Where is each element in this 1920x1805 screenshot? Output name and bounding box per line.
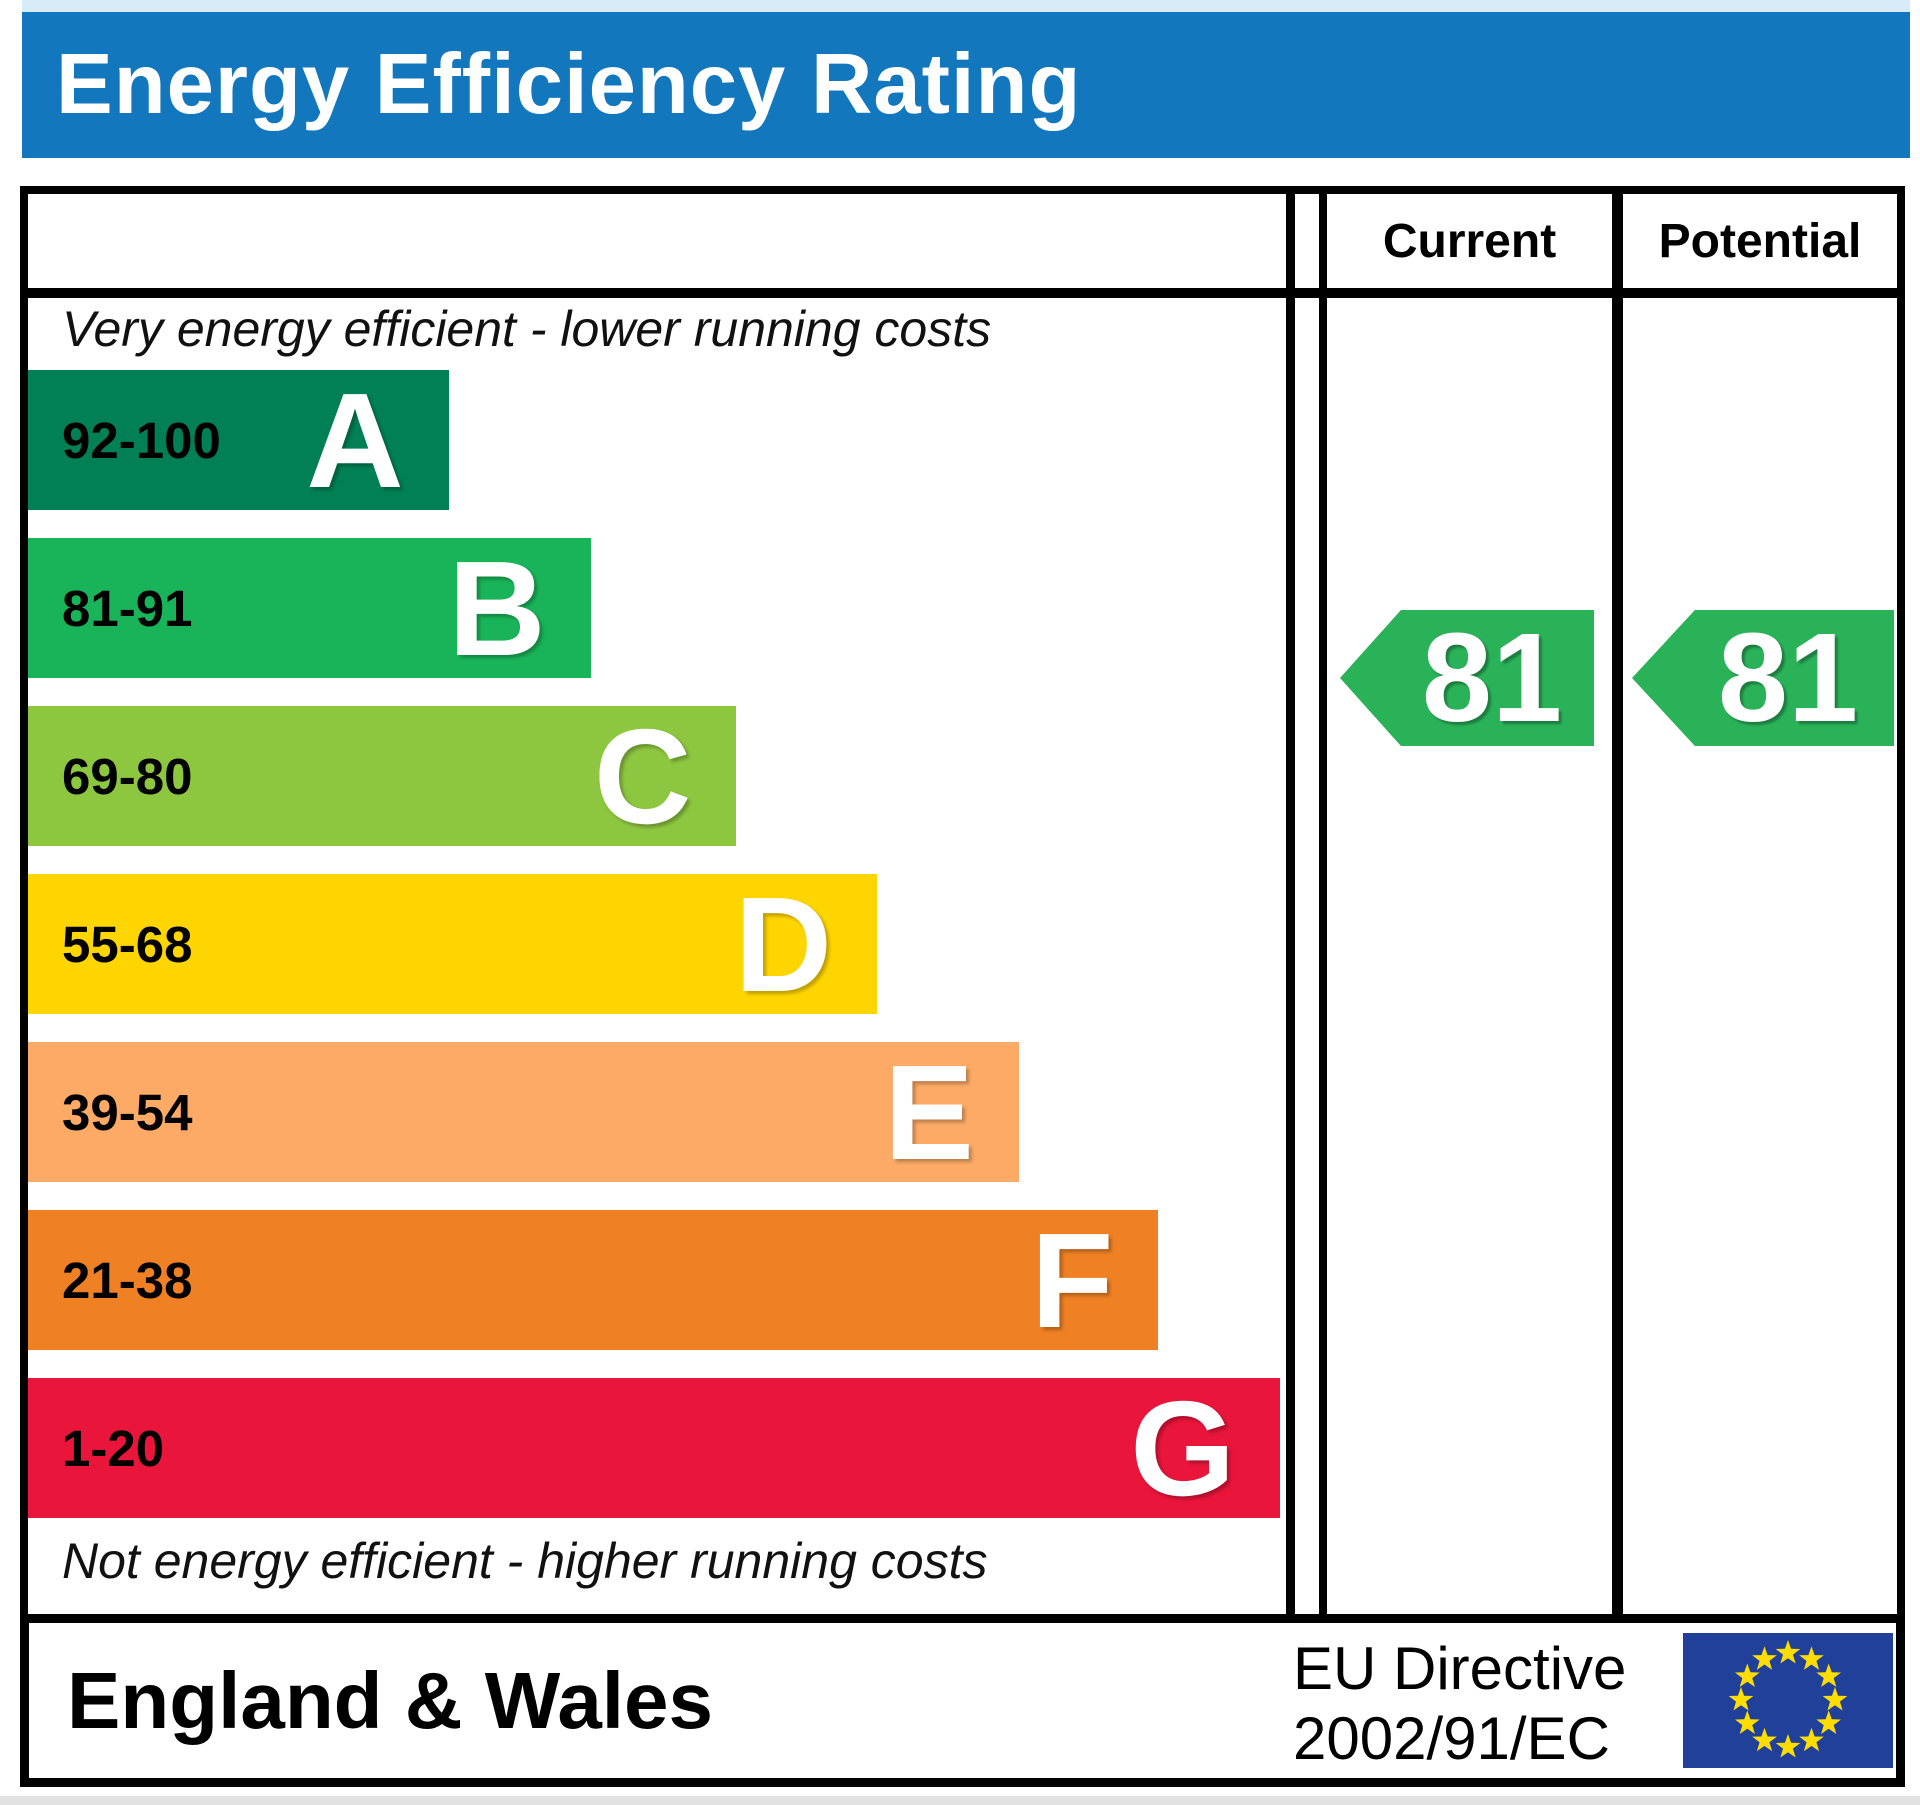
- band-d-range-label: 55-68: [62, 915, 193, 973]
- rating-bands: 92-100 A 81-91 B 69-80 C 55-68 D 39-54 E…: [28, 370, 1284, 1546]
- current-rating-arrow: 81: [1340, 610, 1594, 746]
- band-c-letter: C: [593, 700, 692, 852]
- potential-rating-arrow: 81: [1632, 610, 1894, 746]
- band-b-range-label: 81-91: [62, 579, 193, 637]
- header-row-divider: [28, 288, 1897, 298]
- top-efficiency-note: Very energy efficient - lower running co…: [62, 301, 992, 357]
- eu-flag-icon: [1683, 1633, 1893, 1768]
- band-f-range-label: 21-38: [62, 1251, 193, 1309]
- bottom-efficiency-note: Not energy efficient - higher running co…: [62, 1533, 988, 1589]
- current-rating-value: 81: [1421, 607, 1563, 748]
- eu-directive-line1: EU Directive: [1293, 1635, 1627, 1702]
- title-bar: Energy Efficiency Rating: [22, 12, 1910, 158]
- band-a-letter: A: [306, 364, 404, 516]
- band-a-range-label: 92-100: [62, 411, 221, 469]
- potential-rating-value: 81: [1717, 607, 1859, 748]
- divider-rating-current-inner: [1319, 194, 1327, 1615]
- band-e-letter: E: [883, 1036, 974, 1188]
- band-b: 81-91 B: [28, 538, 591, 678]
- top-light-strip: [22, 0, 1910, 12]
- band-g: 1-20 G: [28, 1372, 1281, 1524]
- footer: England & Wales EU Directive 2002/91/EC: [20, 1614, 1905, 1787]
- page-title: Energy Efficiency Rating: [56, 37, 1082, 132]
- band-a: 92-100 A: [28, 370, 449, 510]
- band-g-range-label: 1-20: [62, 1419, 165, 1477]
- divider-rating-current-outer: [1286, 194, 1295, 1615]
- band-c-range-label: 69-80: [62, 747, 193, 805]
- band-b-letter: B: [448, 532, 546, 684]
- band-d-letter: D: [734, 868, 833, 1020]
- band-e-range-label: 39-54: [62, 1083, 193, 1141]
- band-c: 69-80 C: [28, 700, 737, 852]
- region-label: England & Wales: [67, 1655, 714, 1745]
- eu-directive-text: EU Directive 2002/91/EC: [1293, 1634, 1626, 1774]
- eu-directive-line2: 2002/91/EC: [1293, 1705, 1610, 1772]
- band-e: 39-54 E: [28, 1042, 1019, 1182]
- band-g-letter: G: [1130, 1372, 1236, 1524]
- divider-current-potential: [1612, 194, 1623, 1615]
- band-f-letter: F: [1030, 1204, 1114, 1356]
- band-d: 55-68 D: [28, 868, 878, 1020]
- column-header-potential: Potential: [1658, 214, 1862, 268]
- page-bottom-edge: [0, 1796, 1920, 1805]
- column-header-current: Current: [1382, 214, 1557, 268]
- band-f: 21-38 F: [28, 1204, 1159, 1356]
